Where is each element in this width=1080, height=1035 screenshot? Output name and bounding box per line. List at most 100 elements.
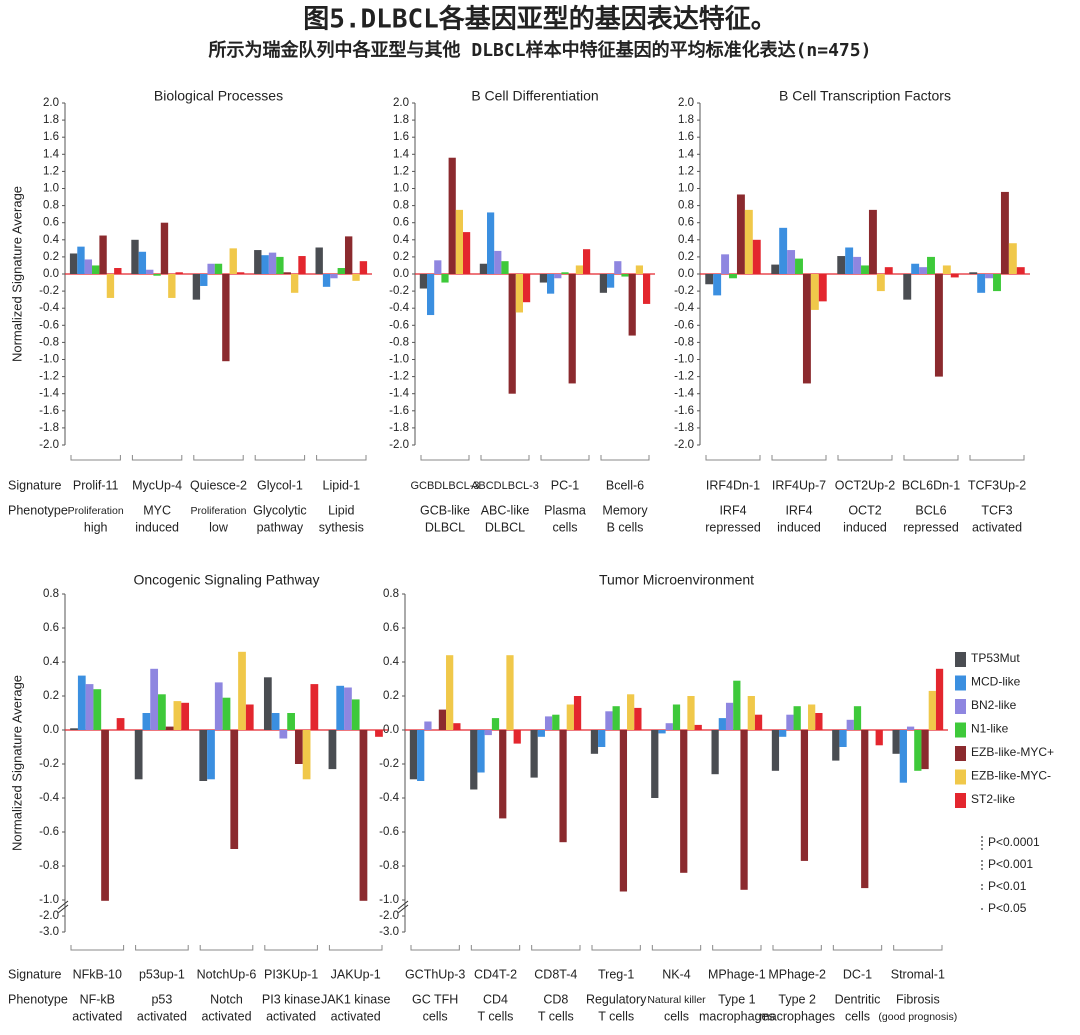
y-tick-label: -1.0 — [389, 354, 409, 366]
phenotype-label: macrophages — [759, 1009, 835, 1023]
signature-label: IRF4Dn-1 — [706, 478, 760, 492]
bar — [875, 730, 883, 746]
phenotype-label: DLBCL — [485, 520, 525, 534]
category-bracket — [328, 945, 383, 951]
y-tick-label: -1.0 — [39, 354, 59, 366]
phenotype-label: Memory — [602, 503, 648, 517]
bar — [142, 713, 151, 730]
y-tick-label: 1.2 — [393, 165, 409, 177]
bar — [537, 730, 545, 737]
bar — [165, 726, 174, 730]
bar — [298, 256, 306, 274]
bar — [899, 730, 907, 783]
y-tick-label: -0.6 — [39, 826, 59, 838]
signature-label: Treg-1 — [598, 967, 634, 981]
bar — [491, 718, 500, 730]
phenotype-label: Notch — [210, 992, 243, 1006]
y-tick-label: 0.8 — [393, 200, 409, 212]
bar — [479, 263, 487, 274]
phenotype-label: ABC-like — [481, 503, 530, 517]
bar — [508, 274, 516, 394]
y-tick-label: 1.8 — [678, 114, 694, 126]
significance-marker — [981, 868, 983, 870]
y-tick-label: -1.4 — [674, 388, 694, 400]
y-tick-label: 1.0 — [393, 183, 409, 195]
bar — [279, 730, 288, 739]
bar — [409, 730, 418, 780]
bar — [853, 706, 862, 730]
y-tick-label: -1.4 — [39, 388, 59, 400]
bar — [1000, 191, 1009, 274]
y-tick-label: -1.8 — [39, 422, 59, 434]
signature-label: OCT2Up-2 — [835, 478, 895, 492]
bar — [337, 268, 345, 274]
y-tick-label: 0.8 — [678, 200, 694, 212]
phenotype-label: Regulatory — [586, 992, 647, 1006]
bar — [84, 259, 93, 274]
signature-label: PC-1 — [551, 478, 580, 492]
category-bracket — [540, 455, 590, 461]
significance-marker — [981, 884, 983, 886]
bar — [477, 730, 485, 773]
bar — [779, 730, 787, 737]
y-tick-label: 0.0 — [43, 268, 59, 280]
category-bracket — [480, 455, 530, 461]
bar — [245, 704, 254, 730]
bar — [236, 272, 245, 274]
signature-label: CD4T-2 — [474, 967, 517, 981]
legend-swatch — [955, 722, 966, 738]
phenotype-label: GCB-like — [420, 503, 470, 517]
bar — [969, 272, 978, 274]
bar — [906, 726, 915, 730]
bar — [294, 730, 303, 764]
y-tick-label: -0.4 — [389, 302, 409, 314]
bar — [302, 730, 311, 780]
y-tick-label: -1.0 — [674, 354, 694, 366]
y-tick-label: -0.8 — [39, 336, 59, 348]
signature-label: GCBDLBCL-3 — [410, 480, 479, 492]
bar — [513, 730, 521, 744]
bar — [853, 256, 862, 274]
bar — [993, 274, 1001, 292]
bar — [175, 272, 183, 274]
legend-swatch — [955, 652, 966, 667]
bar — [561, 272, 569, 274]
signature-label: JAKUp-1 — [331, 967, 381, 981]
phenotype-label: activated — [266, 1009, 316, 1023]
bar — [718, 718, 726, 730]
bar — [583, 249, 591, 274]
significance-label: P<0.0001 — [988, 835, 1040, 849]
phenotype-label: Glycolytic — [253, 503, 306, 517]
signature-label: Glycol-1 — [257, 478, 303, 492]
bar — [173, 701, 182, 730]
y-tick-label: -3.0 — [379, 926, 399, 938]
y-tick-label: 2.0 — [393, 97, 409, 109]
category-bracket — [70, 945, 125, 951]
category-bracket — [772, 945, 822, 951]
y-tick-label: -0.8 — [674, 336, 694, 348]
y-tick-label: 1.6 — [43, 131, 59, 143]
phenotype-label: DLBCL — [425, 520, 465, 534]
phenotype-label: cells — [423, 1009, 448, 1023]
panel-title: Oncogenic Signaling Pathway — [133, 572, 319, 588]
phenotype-label: Plasma — [544, 503, 586, 517]
y-tick-label: 0.2 — [43, 251, 59, 263]
bar — [268, 252, 277, 274]
y-tick-label: 0.4 — [393, 234, 410, 246]
category-bracket — [254, 455, 306, 461]
legend-label: MCD-like — [971, 675, 1021, 689]
y-axis-label: Normalized Signature Average — [9, 675, 24, 851]
bar — [754, 714, 763, 730]
bar — [181, 702, 190, 730]
y-tick-label: 0.4 — [678, 234, 695, 246]
phenotype-label: (good prognosis) — [878, 1011, 957, 1023]
category-bracket — [410, 945, 460, 951]
bar — [1008, 243, 1017, 274]
page-subtitle: 所示为瑞金队列中各亚型与其他 DLBCL样本中特征基因的平均标准化表达(n=47… — [209, 39, 872, 61]
phenotype-label: JAK1 kinase — [321, 992, 391, 1006]
category-bracket — [705, 455, 761, 461]
legend-label: BN2-like — [971, 698, 1017, 712]
bar — [254, 250, 262, 274]
y-tick-label: 0.2 — [383, 690, 399, 702]
bar — [721, 254, 730, 274]
